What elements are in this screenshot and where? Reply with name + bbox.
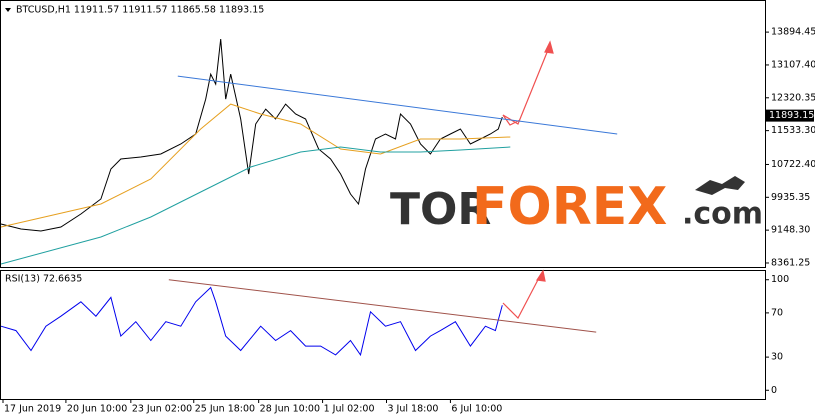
menu-icon bbox=[5, 8, 11, 12]
price-frame bbox=[0, 0, 766, 268]
y-tick-label: 12320.35 bbox=[771, 92, 815, 103]
watermark-suffix: .com bbox=[682, 197, 763, 232]
bull-logo bbox=[695, 176, 745, 195]
x-tick-label: 3 Jul 18:00 bbox=[387, 404, 438, 415]
x-tick-label: 28 Jun 10:00 bbox=[260, 404, 320, 415]
rsi-title: RSI(13) 72.6635 bbox=[5, 274, 82, 285]
rsi-frame bbox=[0, 270, 766, 400]
series-line bbox=[0, 39, 503, 232]
series-line bbox=[0, 103, 511, 228]
price-title: BTCUSD,H1 11911.57 11911.57 11865.58 118… bbox=[16, 5, 264, 16]
y-tick-label: 0 bbox=[771, 385, 777, 396]
series-line bbox=[0, 146, 511, 265]
y-tick-label: 13107.40 bbox=[771, 59, 815, 70]
x-tick-label: 6 Jul 10:00 bbox=[451, 404, 502, 415]
x-tick-label: 1 Jul 02:00 bbox=[324, 404, 375, 415]
watermark-prefix: TOR bbox=[390, 184, 491, 235]
series-line bbox=[168, 279, 597, 333]
last-price-box bbox=[766, 109, 814, 122]
y-tick-label: 100 bbox=[771, 274, 789, 285]
x-tick-label: 20 Jun 10:00 bbox=[67, 404, 127, 415]
watermark-main: FOREX bbox=[472, 177, 667, 237]
y-tick-label: 9935.35 bbox=[771, 192, 810, 203]
x-tick-label: 23 Jun 02:00 bbox=[132, 404, 192, 415]
y-tick-label: 13894.45 bbox=[771, 27, 815, 38]
series-line bbox=[0, 286, 503, 357]
x-tick-label: 25 Jun 18:00 bbox=[195, 404, 255, 415]
y-tick-label: 9148.30 bbox=[771, 225, 810, 236]
last-price-label: 11893.15 bbox=[769, 110, 814, 121]
y-tick-label: 70 bbox=[771, 307, 783, 318]
y-tick-label: 10722.40 bbox=[771, 159, 815, 170]
forecast-arrows bbox=[502, 40, 554, 320]
series-line bbox=[177, 75, 618, 135]
x-tick-label: 17 Jun 2019 bbox=[4, 404, 61, 415]
y-tick-label: 30 bbox=[771, 352, 783, 363]
y-tick-label: 8361.25 bbox=[771, 257, 810, 268]
y-tick-label: 11533.30 bbox=[771, 125, 815, 136]
